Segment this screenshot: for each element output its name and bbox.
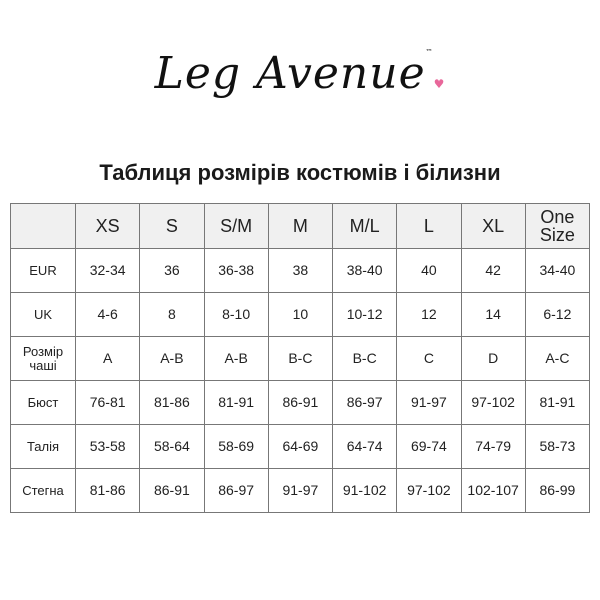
table-cell: 86-99 <box>524 468 591 513</box>
table-cell: 91-97 <box>267 468 334 513</box>
table-row: Талія 53-58 58-64 58-69 64-69 64-74 69-74 74-79… <box>10 424 591 469</box>
table-cell: A-B <box>139 336 205 381</box>
row-label: Талія <box>10 424 76 469</box>
trademark: ™ <box>425 48 434 56</box>
heart-icon: ♥ <box>433 77 446 91</box>
table-cell: 64-74 <box>331 424 398 469</box>
table-cell: 38-40 <box>331 248 398 293</box>
table-row: UK 4-6 8 8-10 10 10-12 12 14 6-12 <box>10 292 591 337</box>
table-cell: A-C <box>524 336 591 381</box>
table-cell: 42 <box>460 248 526 293</box>
table-cell: 86-91 <box>139 468 205 513</box>
table-cell: 81-86 <box>139 380 205 425</box>
table-row: Бюст 76-81 81-86 81-91 86-91 86-97 91-97 97-102… <box>10 380 591 425</box>
table-cell: B-C <box>331 336 398 381</box>
table-cell: 32-34 <box>74 248 141 293</box>
table-cell: 12 <box>396 292 462 337</box>
table-cell: 14 <box>460 292 526 337</box>
table-cell: 81-91 <box>524 380 591 425</box>
table-cell: 58-73 <box>524 424 591 469</box>
table-cell: 58-64 <box>139 424 205 469</box>
table-cell: 8 <box>139 292 205 337</box>
table-cell: 86-97 <box>203 468 269 513</box>
table-cell: A-B <box>203 336 269 381</box>
column-header: L <box>396 203 462 249</box>
table-row: Стегна 81-86 86-91 86-97 91-97 91-102 97-102 10… <box>10 468 591 513</box>
table-row: Розмір чаші A A-B A-B B-C B-C C D A-C <box>10 336 591 381</box>
table-cell: 36-38 <box>203 248 269 293</box>
column-header: One Size <box>524 203 591 249</box>
table-cell: 76-81 <box>74 380 141 425</box>
table-cell: 53-58 <box>74 424 141 469</box>
row-label: Бюст <box>10 380 76 425</box>
column-header: XS <box>74 203 141 249</box>
table-cell: A <box>74 336 141 381</box>
table-cell: 4-6 <box>74 292 141 337</box>
table-cell: 40 <box>396 248 462 293</box>
table-cell: 97-102 <box>396 468 462 513</box>
row-label: UK <box>10 292 76 337</box>
table-cell: 38 <box>267 248 334 293</box>
column-header: S <box>139 203 205 249</box>
row-label: Розмір чаші <box>10 336 76 381</box>
corner-cell <box>10 203 76 249</box>
size-chart-table: XS S S/M M M/L L XL One Size EUR 32-34 36 36-38 38 3… <box>10 203 591 513</box>
table-cell: 10-12 <box>331 292 398 337</box>
table-cell: 64-69 <box>267 424 334 469</box>
column-header: S/M <box>203 203 269 249</box>
table-cell: 91-97 <box>396 380 462 425</box>
table-row: EUR 32-34 36 36-38 38 38-40 40 42 34-40 <box>10 248 591 293</box>
table-cell: 74-79 <box>460 424 526 469</box>
header-row: XS S S/M M M/L L XL One Size <box>10 203 591 249</box>
table-cell: 97-102 <box>460 380 526 425</box>
row-label: Стегна <box>10 468 76 513</box>
column-header: M <box>267 203 334 249</box>
logo-text: Leg Avenue <box>154 48 426 99</box>
row-label: EUR <box>10 248 76 293</box>
brand-logo: Leg Avenue™ ♥ <box>0 48 600 99</box>
table-cell: 81-86 <box>74 468 141 513</box>
table-cell: 58-69 <box>203 424 269 469</box>
page-title: Таблиця розмірів костюмів і білизни <box>99 160 501 185</box>
table-cell: 102-107 <box>460 468 526 513</box>
table-cell: 36 <box>139 248 205 293</box>
table-cell: D <box>460 336 526 381</box>
table-cell: 8-10 <box>203 292 269 337</box>
table-cell: 86-97 <box>331 380 398 425</box>
table-cell: 91-102 <box>331 468 398 513</box>
table-cell: 86-91 <box>267 380 334 425</box>
column-header: M/L <box>331 203 398 249</box>
table-cell: 81-91 <box>203 380 269 425</box>
table-cell: 6-12 <box>524 292 591 337</box>
table-cell: B-C <box>267 336 334 381</box>
table-cell: 69-74 <box>396 424 462 469</box>
table-cell: 10 <box>267 292 334 337</box>
table-cell: 34-40 <box>524 248 591 293</box>
column-header: XL <box>460 203 526 249</box>
table-cell: C <box>396 336 462 381</box>
